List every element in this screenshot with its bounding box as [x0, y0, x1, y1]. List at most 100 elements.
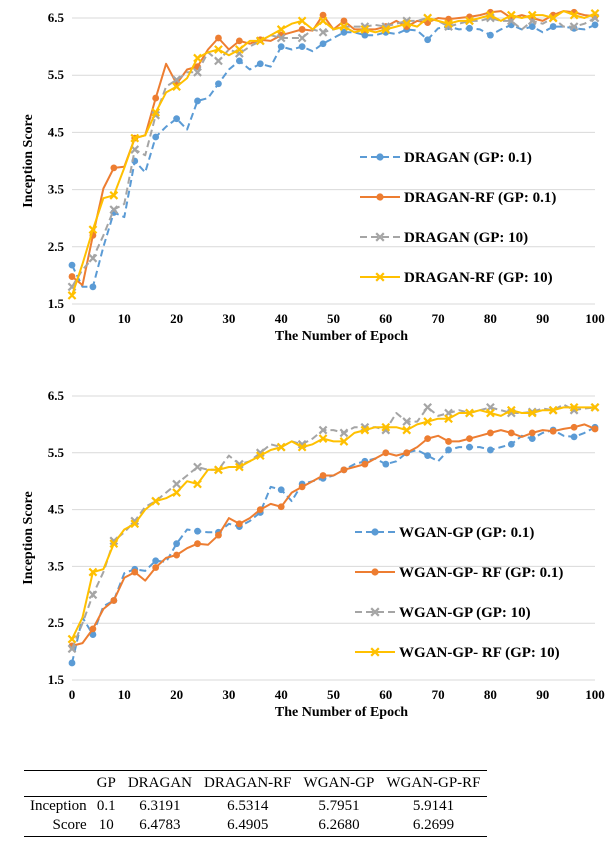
table-header-cell — [24, 770, 91, 797]
data-point — [424, 435, 432, 442]
results-table: GP DRAGAN DRAGAN-RF WGAN-GP WGAN-GP-RF I… — [24, 770, 487, 837]
series-line — [71, 10, 596, 296]
data-point — [234, 462, 244, 472]
series-wgan-gp-rf-gp-10 — [67, 402, 600, 644]
legend-label: DRAGAN (GP: 0.1) — [404, 150, 532, 166]
data-point — [193, 53, 202, 63]
x-tick-label: 90 — [536, 687, 549, 702]
legend-label: DRAGAN (GP: 10) — [404, 230, 528, 246]
data-point — [466, 435, 473, 442]
data-point — [590, 402, 600, 412]
data-point — [276, 25, 286, 34]
table-cell: Inception — [30, 798, 87, 814]
data-point — [570, 433, 578, 441]
table-cell: 6.2680 — [297, 816, 381, 837]
y-tick-label: 1.5 — [48, 672, 65, 687]
data-point — [173, 551, 181, 559]
y-tick-label: 5.5 — [48, 67, 65, 82]
data-point — [215, 80, 222, 88]
y-axis-title: Inception Score — [21, 491, 36, 584]
data-point — [382, 449, 390, 457]
data-point — [130, 516, 140, 526]
data-point — [172, 75, 181, 85]
top-line-chart: 1.5 2.5 3.5 4.5 5.5 6.5 0 10 20 30 40 50 60 70 80 90 100… — [21, 8, 605, 344]
data-point — [88, 567, 98, 577]
y-tick-label: 1.5 — [48, 296, 65, 311]
data-point — [361, 31, 369, 39]
legend-marker — [371, 528, 379, 536]
legend-label: WGAN-GP- RF (GP: 10) — [399, 645, 560, 661]
data-point — [88, 225, 98, 235]
legend-label: WGAN-GP (GP: 10) — [399, 605, 531, 621]
data-point — [423, 402, 433, 412]
data-point — [527, 10, 537, 20]
y-tick-label: 4.5 — [48, 124, 65, 139]
data-point — [486, 10, 495, 20]
data-point — [298, 43, 306, 50]
data-point — [152, 557, 160, 565]
data-point — [361, 460, 369, 468]
data-point — [89, 625, 97, 633]
data-point — [172, 488, 181, 497]
legend-marker — [376, 193, 384, 201]
data-point — [465, 16, 474, 26]
y-axis-title: Inception Score — [21, 114, 36, 207]
data-point — [297, 442, 307, 452]
data-point — [172, 82, 181, 92]
data-point — [444, 414, 453, 424]
data-point — [172, 479, 181, 489]
x-tick-label: 0 — [69, 687, 76, 702]
x-axis-title: The Number of Epoch — [275, 329, 408, 344]
y-tick-label: 3.5 — [48, 558, 65, 573]
legend: DRAGAN (GP: 0.1) DRAGAN-RF (GP: 0.1) DRAGA… — [360, 150, 556, 286]
x-tick-label: 80 — [484, 687, 497, 702]
table-header-cell: WGAN-GP — [297, 770, 381, 797]
data-point — [193, 67, 202, 77]
x-tick-label: 90 — [536, 311, 549, 326]
table-header-cell: WGAN-GP-RF — [380, 770, 487, 797]
data-point — [89, 283, 97, 291]
data-point — [423, 417, 433, 426]
data-point — [403, 449, 411, 457]
data-point — [130, 519, 140, 529]
table-cell: 10 — [90, 816, 122, 837]
y-tick-label: 6.5 — [48, 388, 65, 403]
data-point — [319, 472, 327, 479]
table-cell: 5.9141 — [412, 798, 455, 814]
y-tick-label: 4.5 — [48, 502, 65, 517]
data-point — [88, 590, 98, 600]
table-cell: 6.4783 — [121, 816, 199, 837]
data-point — [569, 22, 579, 31]
series-line — [71, 23, 596, 288]
x-tick-label: 10 — [118, 311, 131, 326]
y-tick-label: 3.5 — [48, 182, 65, 197]
data-point — [235, 57, 243, 65]
data-point — [173, 540, 181, 548]
data-point — [382, 460, 390, 468]
data-point — [152, 564, 160, 571]
data-point — [152, 94, 160, 102]
data-point — [151, 108, 161, 117]
data-point — [569, 10, 579, 20]
data-point — [130, 133, 140, 143]
data-point — [277, 486, 285, 494]
data-point — [276, 33, 286, 43]
data-point — [527, 408, 537, 418]
data-point — [487, 31, 494, 39]
legend-label: DRAGAN-RF (GP: 10) — [404, 270, 553, 286]
legend-marker — [370, 607, 380, 617]
data-point — [549, 23, 557, 30]
data-point — [173, 115, 181, 123]
data-point — [298, 26, 306, 33]
data-point — [570, 423, 578, 431]
data-point — [194, 540, 201, 548]
data-point — [360, 425, 370, 435]
data-point — [194, 527, 201, 535]
data-point — [590, 9, 600, 18]
data-point — [298, 483, 306, 491]
legend: WGAN-GP (GP: 0.1) WGAN-GP- RF (GP: 0.1) WG… — [355, 525, 563, 661]
data-point — [465, 408, 474, 418]
x-tick-label: 60 — [379, 687, 392, 702]
x-tick-label: 30 — [222, 687, 235, 702]
x-tick-label: 0 — [69, 311, 76, 326]
